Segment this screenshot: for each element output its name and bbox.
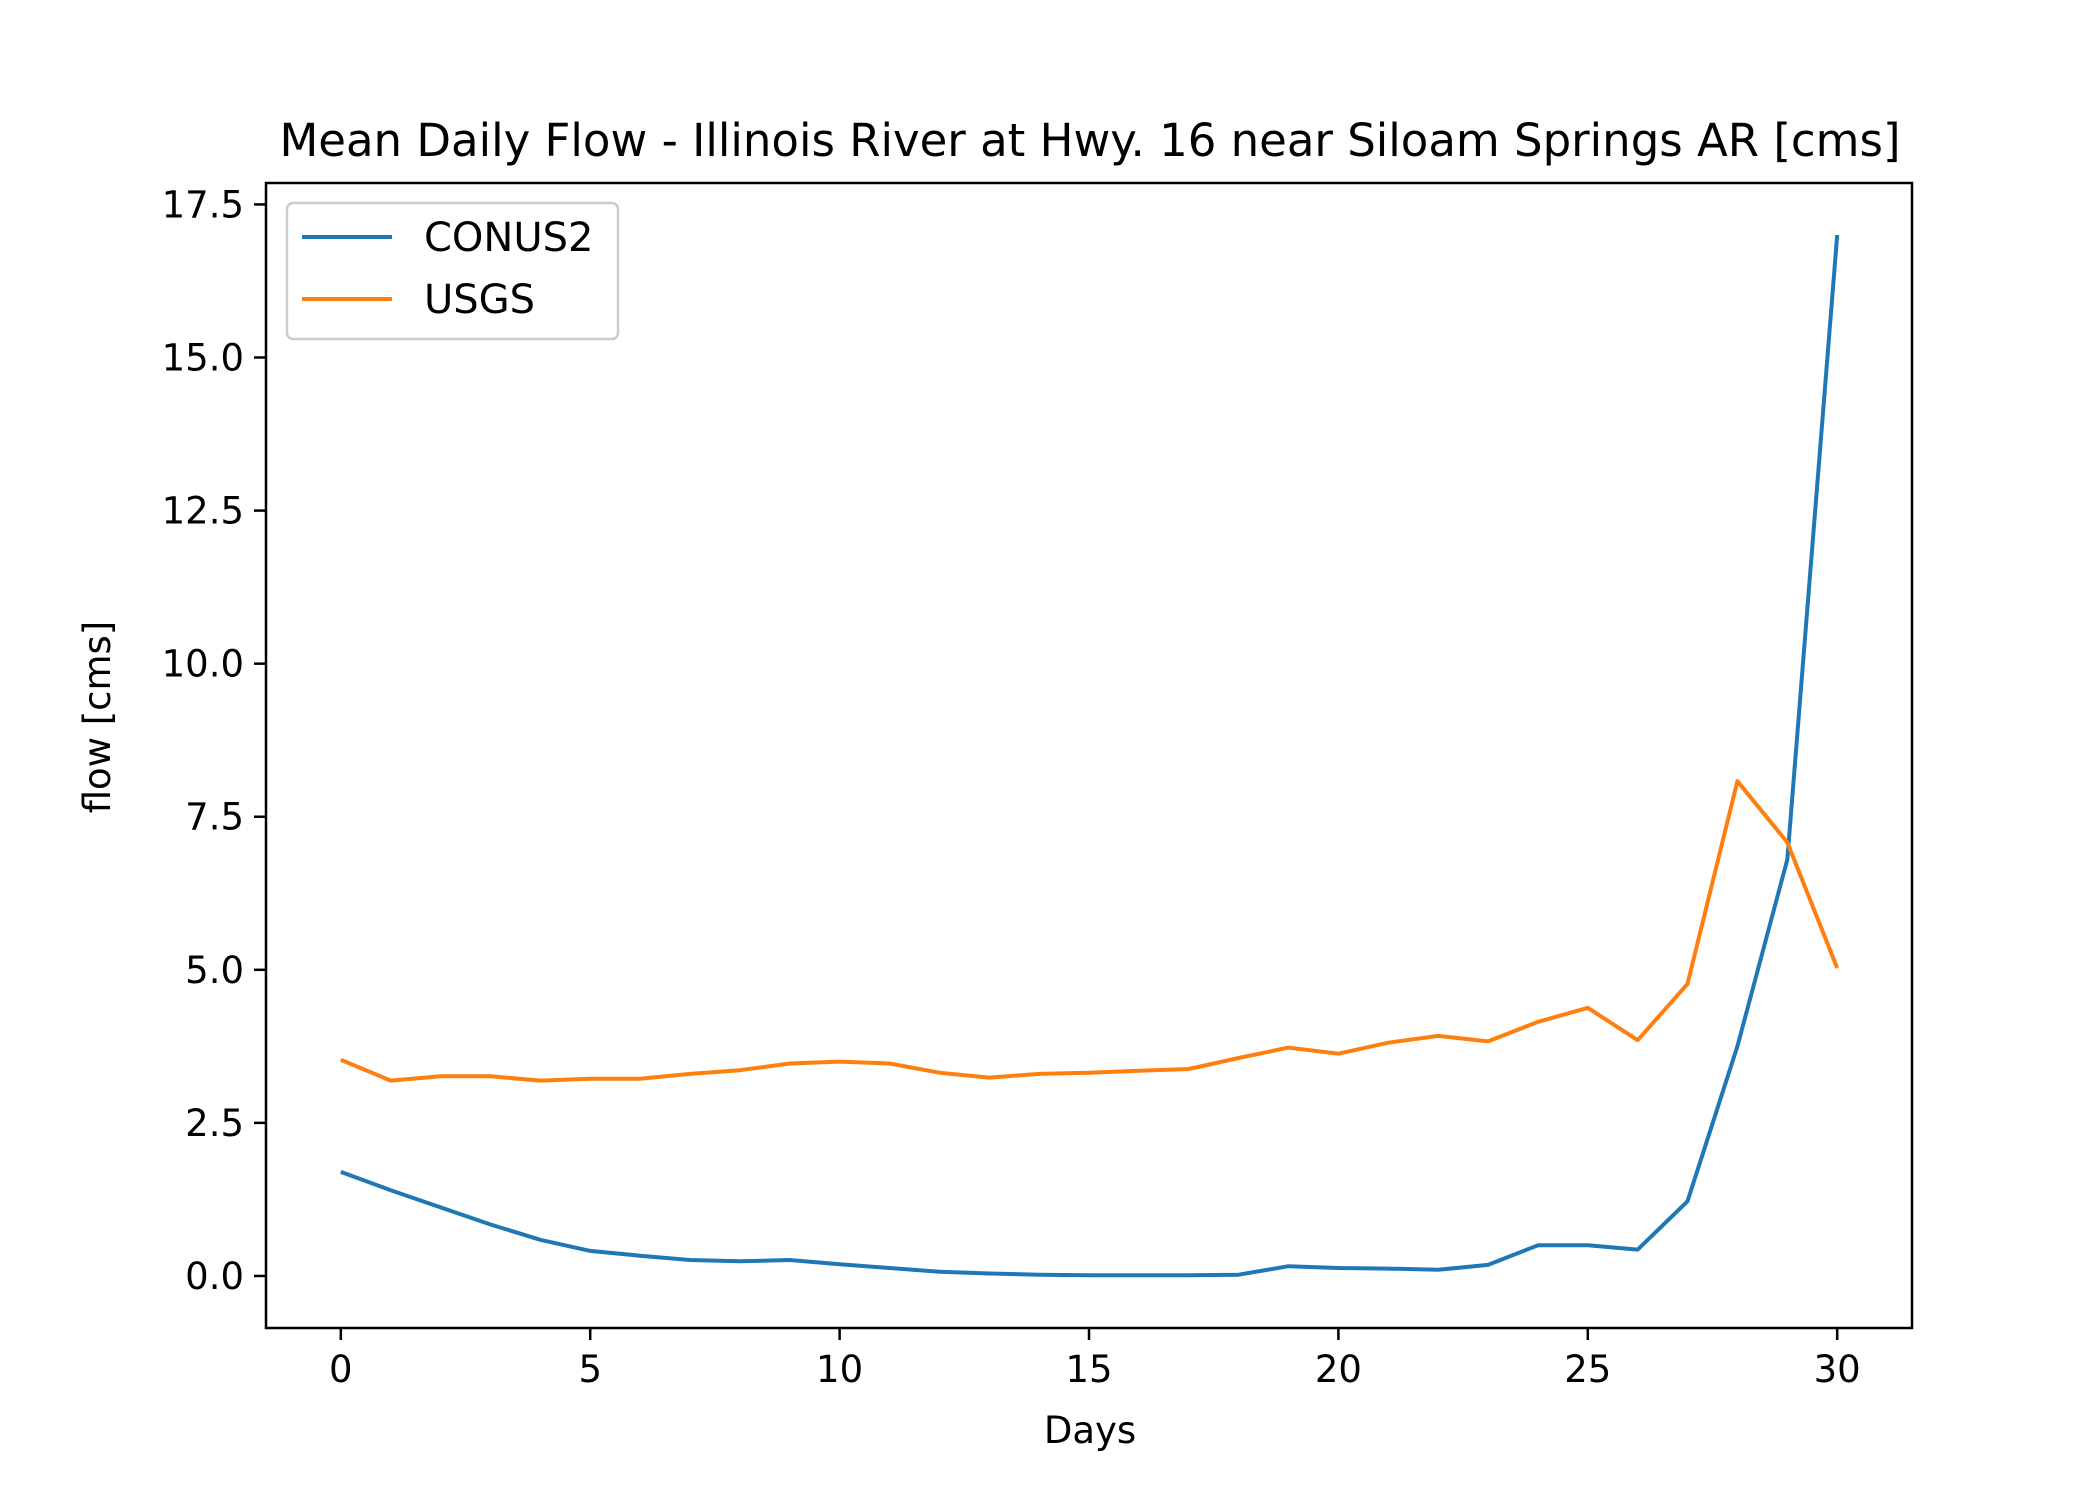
y-tick-label: 7.5	[185, 796, 244, 839]
x-tick-label: 25	[1564, 1348, 1611, 1391]
x-tick-label: 5	[578, 1348, 602, 1391]
plot-area	[264, 181, 1914, 1330]
legend-label-usgs: USGS	[424, 277, 535, 323]
legend-label-conus2: CONUS2	[424, 215, 593, 261]
x-tick-label: 15	[1065, 1348, 1112, 1391]
y-tick-label: 15.0	[162, 337, 244, 380]
x-tick-label: 10	[816, 1348, 863, 1391]
series-layer	[340, 234, 1840, 1278]
x-axis: 0 5 10 15 20 25 30	[329, 1328, 1861, 1391]
y-axis-label: flow [cms]	[76, 621, 119, 814]
y-tick-label: 17.5	[162, 183, 244, 226]
legend: CONUS2 USGS	[285, 201, 620, 341]
x-axis-label: Days	[1044, 1409, 1136, 1452]
x-tick-label: 0	[329, 1348, 353, 1391]
y-tick-label: 2.5	[185, 1102, 244, 1145]
series-line-usgs	[340, 779, 1840, 1083]
plot-frame	[264, 181, 1914, 1330]
x-tick-label: 30	[1814, 1348, 1861, 1391]
x-tick-label: 20	[1315, 1348, 1362, 1391]
y-tick-label: 10.0	[162, 643, 244, 686]
y-tick-label: 5.0	[185, 949, 244, 992]
y-tick-label: 0.0	[185, 1255, 244, 1298]
y-axis: 0.0 2.5 5.0 7.5 10.0 12.5 15.0 17.5	[162, 183, 266, 1298]
y-tick-label: 12.5	[162, 490, 244, 533]
chart-title: Mean Daily Flow - Illinois River at Hwy.…	[279, 114, 1900, 167]
legend-entries: CONUS2 USGS	[302, 215, 593, 323]
series-line-conus2	[340, 234, 1840, 1278]
